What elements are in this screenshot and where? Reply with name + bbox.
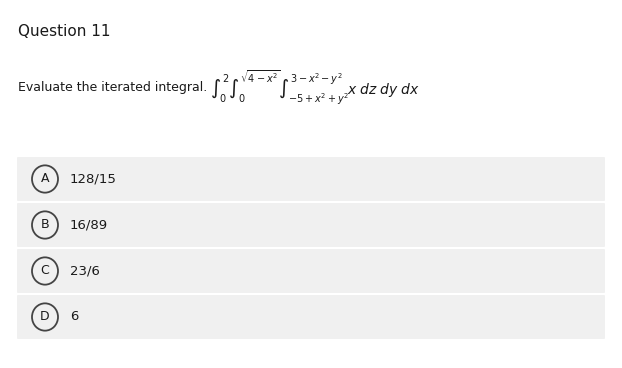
Ellipse shape [32, 165, 58, 193]
Text: Question 11: Question 11 [18, 25, 111, 39]
Text: D: D [40, 311, 50, 323]
FancyBboxPatch shape [17, 157, 605, 201]
FancyBboxPatch shape [17, 295, 605, 339]
Text: A: A [41, 173, 49, 185]
Ellipse shape [32, 257, 58, 285]
Text: 128/15: 128/15 [70, 173, 117, 185]
Text: 16/89: 16/89 [70, 219, 108, 231]
Text: $\int_0^2 \int_0^{\sqrt{4-x^2}} \int_{-5+x^2+y^2}^{3-x^2-y^2} x \; dz \; dy \; d: $\int_0^2 \int_0^{\sqrt{4-x^2}} \int_{-5… [210, 69, 420, 107]
Text: Evaluate the iterated integral.: Evaluate the iterated integral. [18, 81, 207, 95]
Ellipse shape [32, 303, 58, 331]
Text: B: B [40, 219, 49, 231]
FancyBboxPatch shape [17, 203, 605, 247]
Ellipse shape [32, 211, 58, 239]
FancyBboxPatch shape [17, 249, 605, 293]
Text: C: C [40, 265, 49, 277]
Text: 6: 6 [70, 311, 78, 323]
Text: 23/6: 23/6 [70, 265, 100, 277]
